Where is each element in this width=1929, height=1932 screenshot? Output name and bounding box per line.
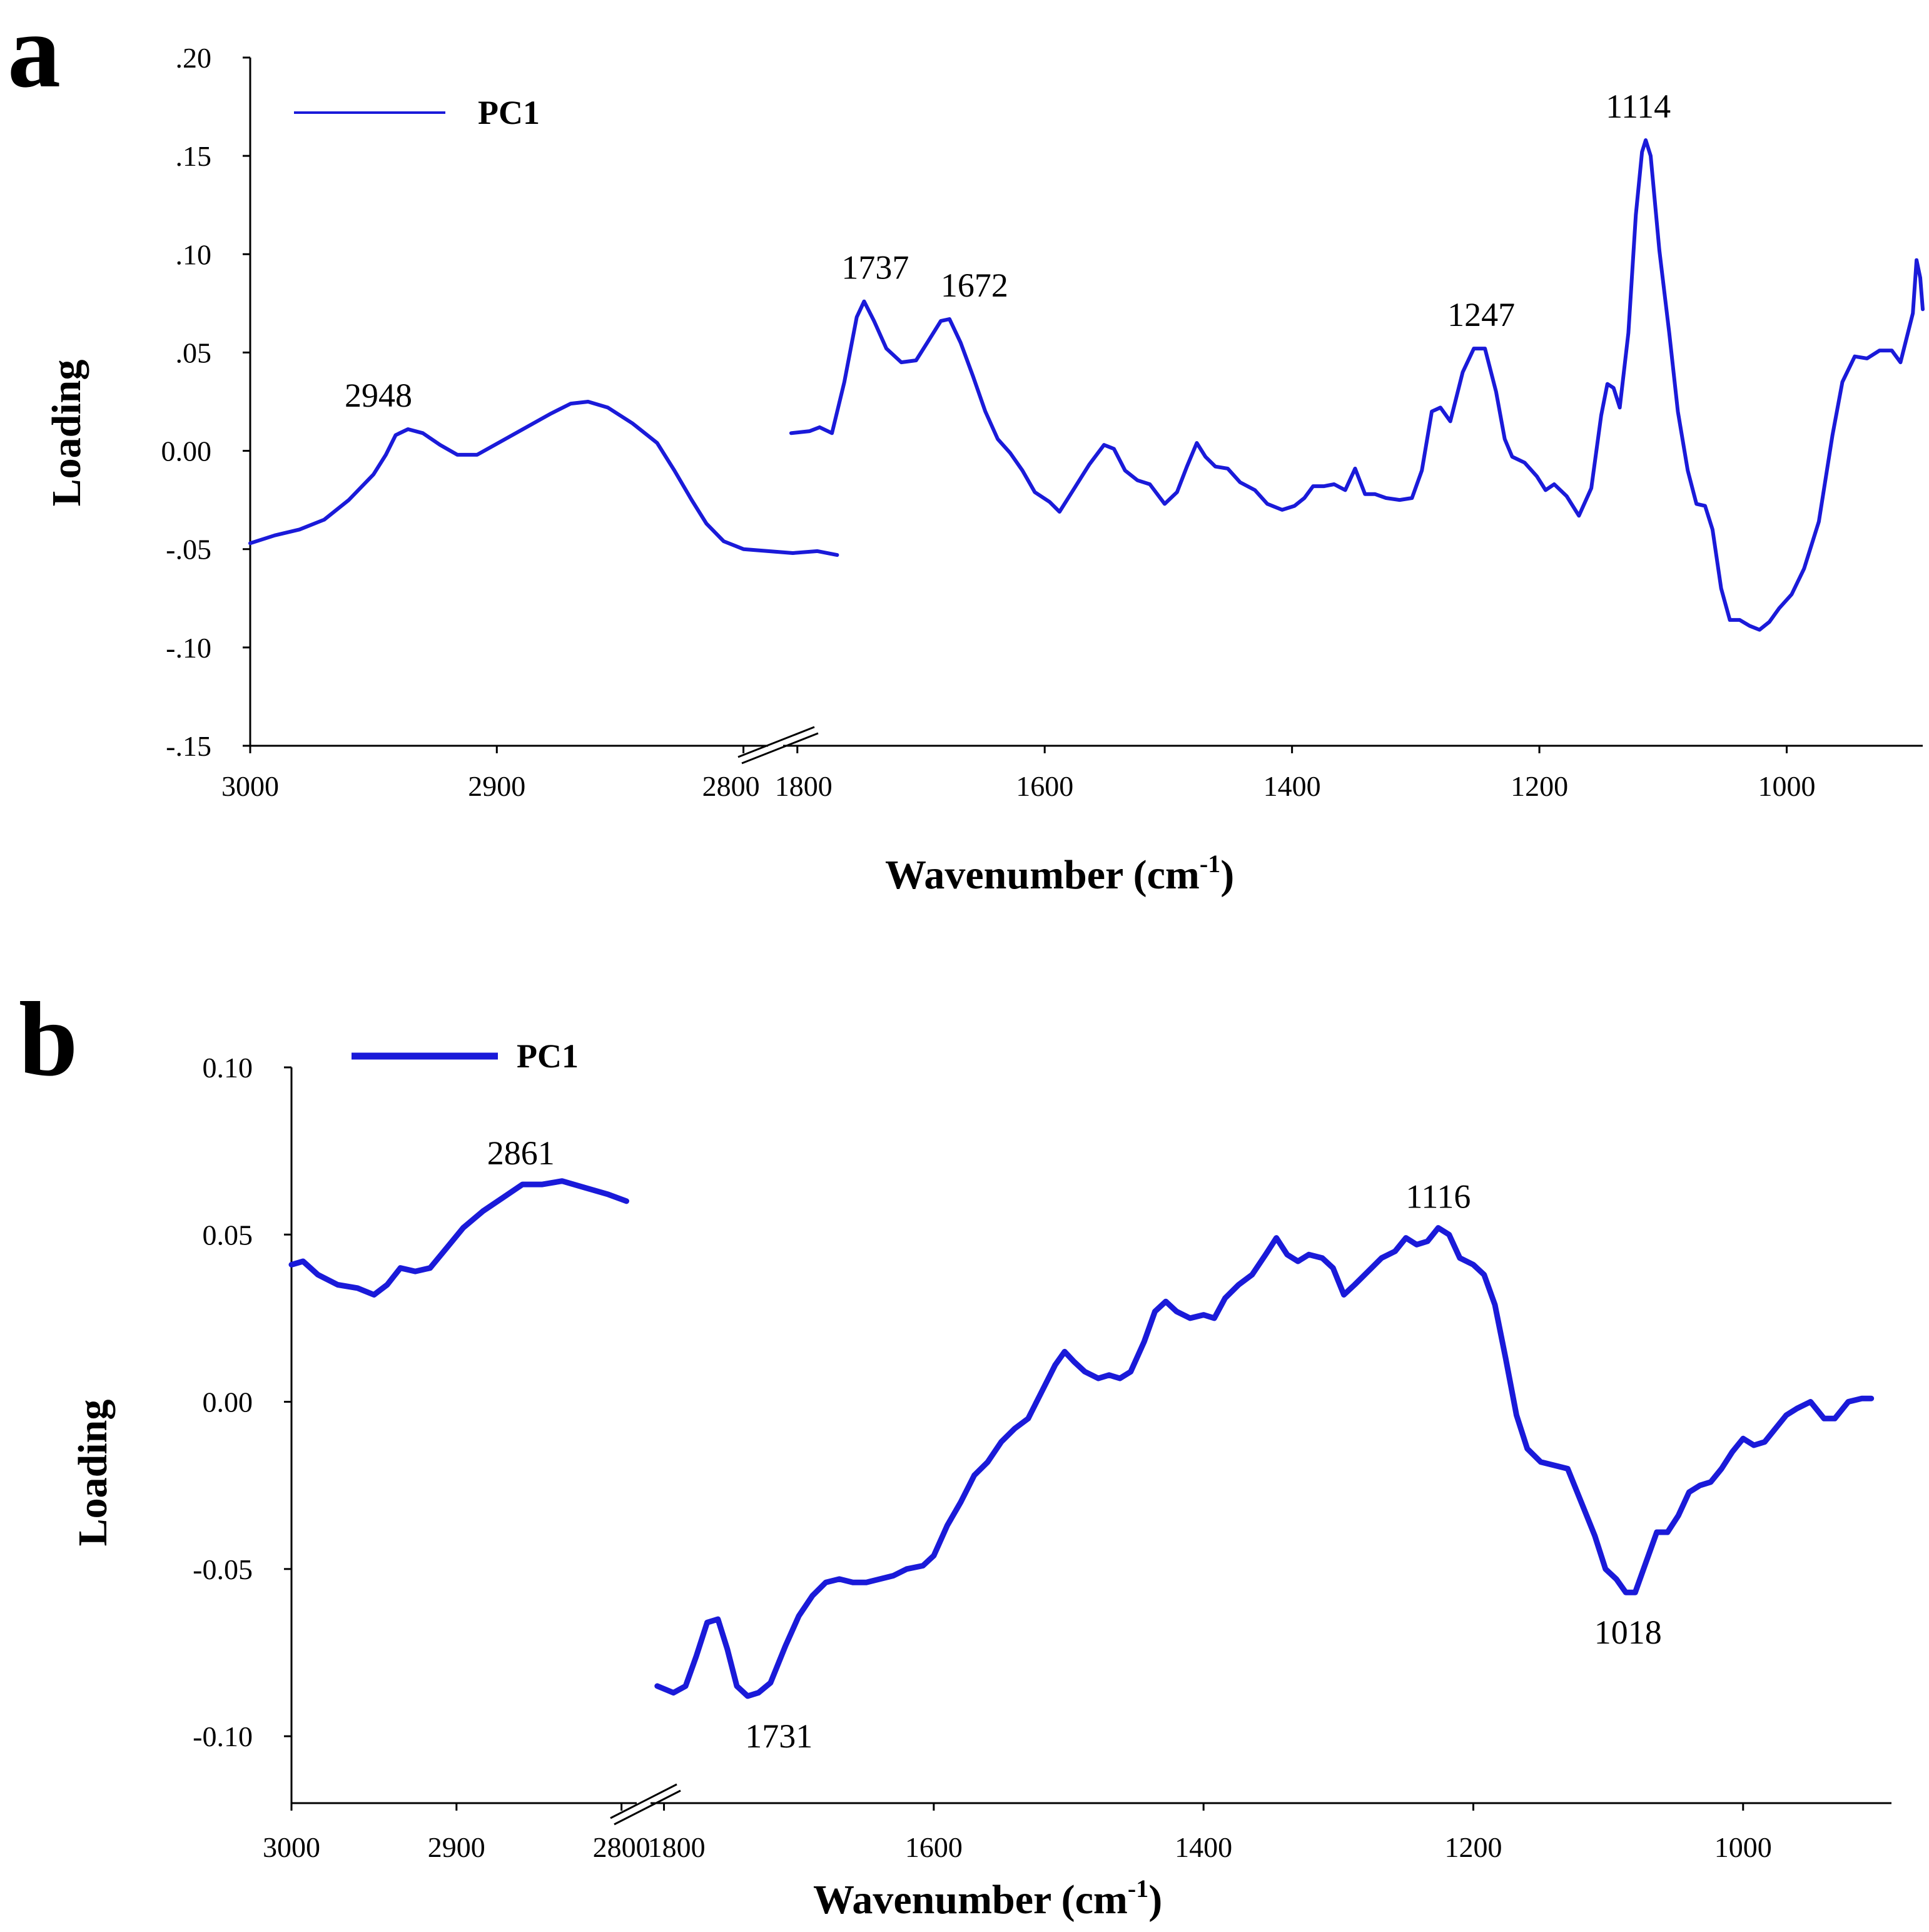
peak-annotation: 2948 bbox=[345, 377, 412, 414]
x-tick-label: 3000 bbox=[221, 770, 279, 802]
x-tick-label: 1600 bbox=[905, 1831, 963, 1863]
panel-a-y-axis-label: Loading bbox=[44, 360, 89, 507]
pc1-series-line bbox=[248, 400, 839, 557]
x-tick-label: 1800 bbox=[775, 770, 833, 802]
x-tick-label: 3000 bbox=[263, 1831, 320, 1863]
x-tick-label: 1400 bbox=[1175, 1831, 1232, 1863]
x-tick-label: 1800 bbox=[648, 1831, 706, 1863]
pc1-series-line bbox=[789, 138, 1925, 632]
y-tick-label: .10 bbox=[176, 238, 212, 270]
x-tick-label: 1200 bbox=[1444, 1831, 1502, 1863]
panel-a-x-axis-label: Wavenumber (cm-1) bbox=[885, 850, 1234, 898]
x-tick-label: 2900 bbox=[428, 1831, 485, 1863]
panel-b-axis-break-mark bbox=[610, 1783, 677, 1819]
y-tick-label: 0.10 bbox=[203, 1052, 253, 1084]
panel-b-x-axis-label: Wavenumber (cm-1) bbox=[813, 1874, 1162, 1923]
y-tick-label: -.15 bbox=[166, 730, 211, 762]
y-tick-label: 0.00 bbox=[161, 435, 212, 467]
x-tick-label: 1000 bbox=[1758, 770, 1816, 802]
panel-a-letter: a bbox=[8, 0, 61, 109]
y-tick-label: -.05 bbox=[166, 534, 211, 566]
x-tick-label: 2900 bbox=[468, 770, 525, 802]
peak-annotation: 2861 bbox=[487, 1134, 555, 1172]
peak-annotation: 1731 bbox=[745, 1717, 813, 1755]
peak-annotation: 1247 bbox=[1447, 296, 1515, 333]
y-tick-label: 0.05 bbox=[203, 1219, 253, 1251]
panel-b-legend-label: PC1 bbox=[517, 1037, 579, 1075]
panel-b-y-axis-label: Loading bbox=[70, 1400, 116, 1547]
pc1-series-line bbox=[654, 1225, 1875, 1699]
panel-a-chart: a .20 .15 .10 .05 0.00 -.05 -.10 -.15 3000 2900 28… bbox=[8, 0, 1925, 898]
y-tick-label: .05 bbox=[176, 337, 212, 369]
panel-a-axis-break-mark bbox=[741, 732, 819, 765]
y-tick-label: -0.05 bbox=[193, 1553, 253, 1585]
panel-b-axis-break-mark bbox=[614, 1789, 681, 1826]
panel-a-axis-break-mark bbox=[737, 726, 815, 758]
panel-a-legend-label: PC1 bbox=[478, 94, 540, 131]
peak-annotation: 1018 bbox=[1594, 1614, 1662, 1651]
panel-b-chart: b 0.10 0.05 0.00 -0.05 -0.10 3000 2900 28001800… bbox=[19, 980, 1891, 1923]
y-tick-label: 0.00 bbox=[203, 1386, 253, 1418]
y-tick-label: -.10 bbox=[166, 632, 211, 664]
pc1-series-line bbox=[288, 1178, 629, 1298]
x-tick-label: 2800 bbox=[702, 770, 760, 802]
x-tick-label: 1600 bbox=[1016, 770, 1073, 802]
x-tick-label: 1200 bbox=[1511, 770, 1568, 802]
panel-b-letter: b bbox=[19, 980, 78, 1098]
x-tick-label: 1000 bbox=[1714, 1831, 1772, 1863]
y-tick-label: .20 bbox=[176, 42, 212, 74]
x-tick-label: 2800 bbox=[593, 1831, 651, 1863]
peak-annotation: 1737 bbox=[841, 249, 909, 287]
y-tick-label: -0.10 bbox=[193, 1721, 253, 1752]
peak-annotation: 1672 bbox=[941, 267, 1008, 304]
peak-annotation: 1116 bbox=[1405, 1178, 1471, 1216]
x-tick-label: 1400 bbox=[1263, 770, 1321, 802]
y-tick-label: .15 bbox=[176, 140, 212, 172]
peak-annotation: 1114 bbox=[1606, 88, 1671, 125]
